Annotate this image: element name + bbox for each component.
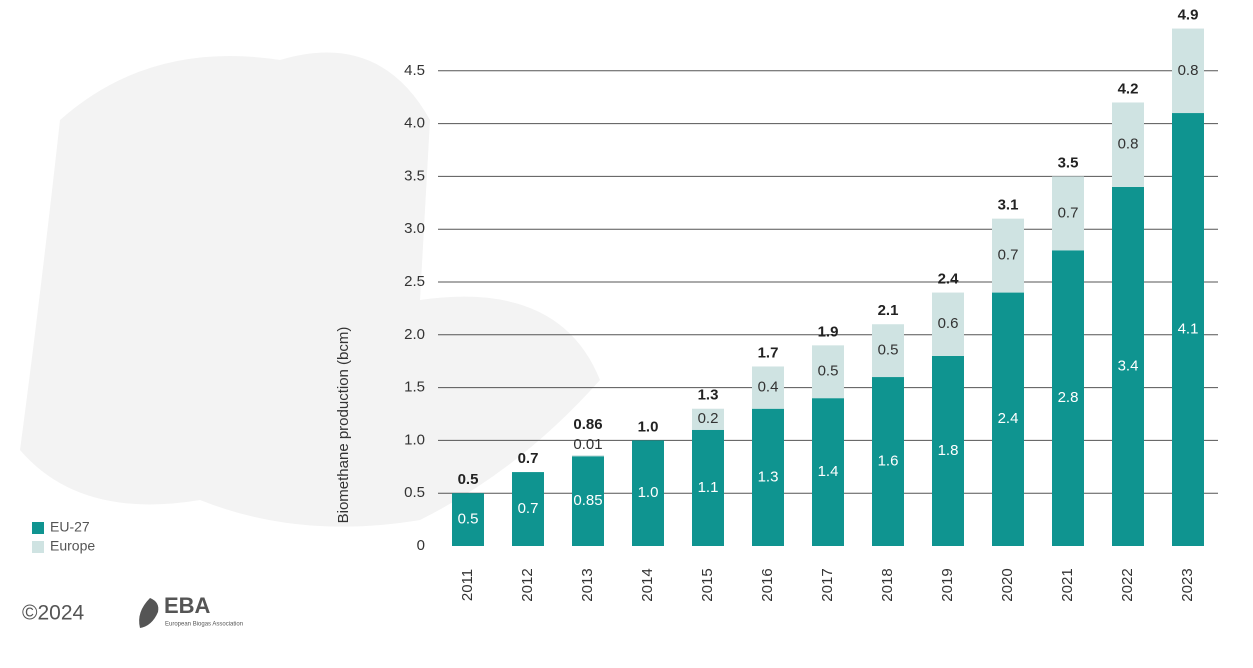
legend-swatch (32, 541, 44, 553)
segment-label: 0.5 (878, 342, 899, 359)
total-label: 1.9 (818, 323, 839, 340)
bar-segment (692, 408, 724, 430)
x-tick-label: 2018 (879, 568, 896, 601)
y-tick-label: 4.5 (404, 62, 425, 79)
segment-label: 0.7 (998, 247, 1019, 264)
x-tick-label: 2012 (519, 568, 536, 601)
bar-segment (872, 377, 904, 546)
x-tick-label: 2017 (819, 568, 836, 601)
segment-label: 1.4 (818, 463, 839, 480)
x-tick-label: 2019 (939, 568, 956, 601)
segment-label: 0.8 (1178, 62, 1199, 79)
x-tick-label: 2013 (579, 568, 596, 601)
legend-swatch (32, 522, 44, 534)
total-label: 2.4 (938, 271, 960, 288)
segment-label: 1.8 (938, 442, 959, 459)
total-label: 1.7 (758, 344, 779, 361)
bar-segment (452, 493, 484, 546)
y-tick-label: 2.0 (404, 326, 425, 343)
y-tick-label: 1.5 (404, 379, 425, 396)
total-label: 3.5 (1058, 154, 1079, 171)
logo-leaf (139, 598, 159, 628)
x-tick-label: 2022 (1119, 568, 1136, 601)
segment-label: 0.5 (818, 363, 839, 380)
legend-label: Europe (50, 538, 95, 554)
total-label: 3.1 (998, 197, 1019, 214)
segment-label: 0.01 (573, 436, 602, 453)
map-silhouette (20, 52, 600, 527)
segment-label: 1.0 (638, 484, 659, 501)
segment-label: 2.4 (998, 410, 1019, 427)
segment-label: 0.6 (938, 315, 959, 332)
x-tick-label: 2021 (1059, 568, 1076, 601)
x-tick-label: 2015 (699, 568, 716, 601)
y-tick-label: 4.0 (404, 115, 425, 132)
bar-segment (1052, 250, 1084, 546)
bar-segment (1052, 176, 1084, 251)
bar-segment (992, 218, 1024, 293)
bar-segment (512, 472, 544, 546)
segment-label: 4.1 (1178, 320, 1199, 337)
logo-subtitle: European Biogas Association (165, 622, 243, 628)
bar-segment (932, 292, 964, 356)
x-tick-label: 2016 (759, 568, 776, 601)
y-tick-label: 0.5 (404, 484, 425, 501)
x-tick-label: 2020 (999, 568, 1016, 601)
total-label: 2.1 (878, 302, 899, 319)
bar-segment (752, 366, 784, 409)
segment-label: 1.1 (698, 479, 719, 496)
x-tick-label: 2023 (1179, 568, 1196, 601)
total-label: 0.7 (518, 450, 539, 467)
segment-label: 0.85 (573, 492, 602, 509)
y-tick-label: 3.5 (404, 167, 425, 184)
total-label: 1.0 (638, 418, 659, 435)
segment-label: 0.7 (1058, 204, 1079, 221)
x-tick-label: 2014 (639, 568, 656, 601)
segment-label: 0.5 (458, 511, 479, 528)
total-label: 0.5 (458, 471, 479, 488)
segment-label: 3.4 (1118, 357, 1139, 374)
bar-segment (1112, 186, 1144, 546)
segment-label: 0.4 (758, 379, 779, 396)
segment-label: 1.6 (878, 452, 899, 469)
total-label: 4.9 (1178, 7, 1199, 24)
segment-label: 0.2 (698, 410, 719, 427)
bar-segment (752, 408, 784, 546)
y-tick-label: 2.5 (404, 273, 425, 290)
bar-segment (692, 429, 724, 546)
copyright: ©2024 (22, 602, 85, 625)
bar-segment (872, 324, 904, 378)
y-tick-label: 1.0 (404, 431, 425, 448)
bar-segment (812, 398, 844, 546)
logo-text: EBA (164, 593, 211, 618)
segment-label: 0.8 (1118, 136, 1139, 153)
x-tick-label: 2011 (459, 569, 476, 601)
y-axis-title: Biomethane production (bcm) (335, 327, 352, 524)
bar-segment (1172, 113, 1204, 546)
segment-label: 2.8 (1058, 389, 1079, 406)
segment-label: 1.3 (758, 468, 779, 485)
y-tick-label: 0 (417, 537, 425, 554)
total-label: 1.3 (698, 387, 719, 404)
bar-segment (632, 440, 664, 546)
bar-segment (1172, 28, 1204, 114)
bar-segment (812, 345, 844, 399)
bar-segment (572, 455, 604, 457)
bar-segment (572, 456, 604, 546)
bar-segment (992, 292, 1024, 546)
total-label: 4.2 (1118, 80, 1139, 97)
segment-label: 0.7 (518, 500, 539, 517)
legend-label: EU-27 (50, 519, 90, 535)
legend: EU-27 Europe (32, 519, 95, 554)
bar-segment (1112, 102, 1144, 187)
y-tick-label: 3.0 (404, 220, 425, 237)
total-label: 0.86 (573, 416, 602, 433)
bar-segment (932, 355, 964, 546)
